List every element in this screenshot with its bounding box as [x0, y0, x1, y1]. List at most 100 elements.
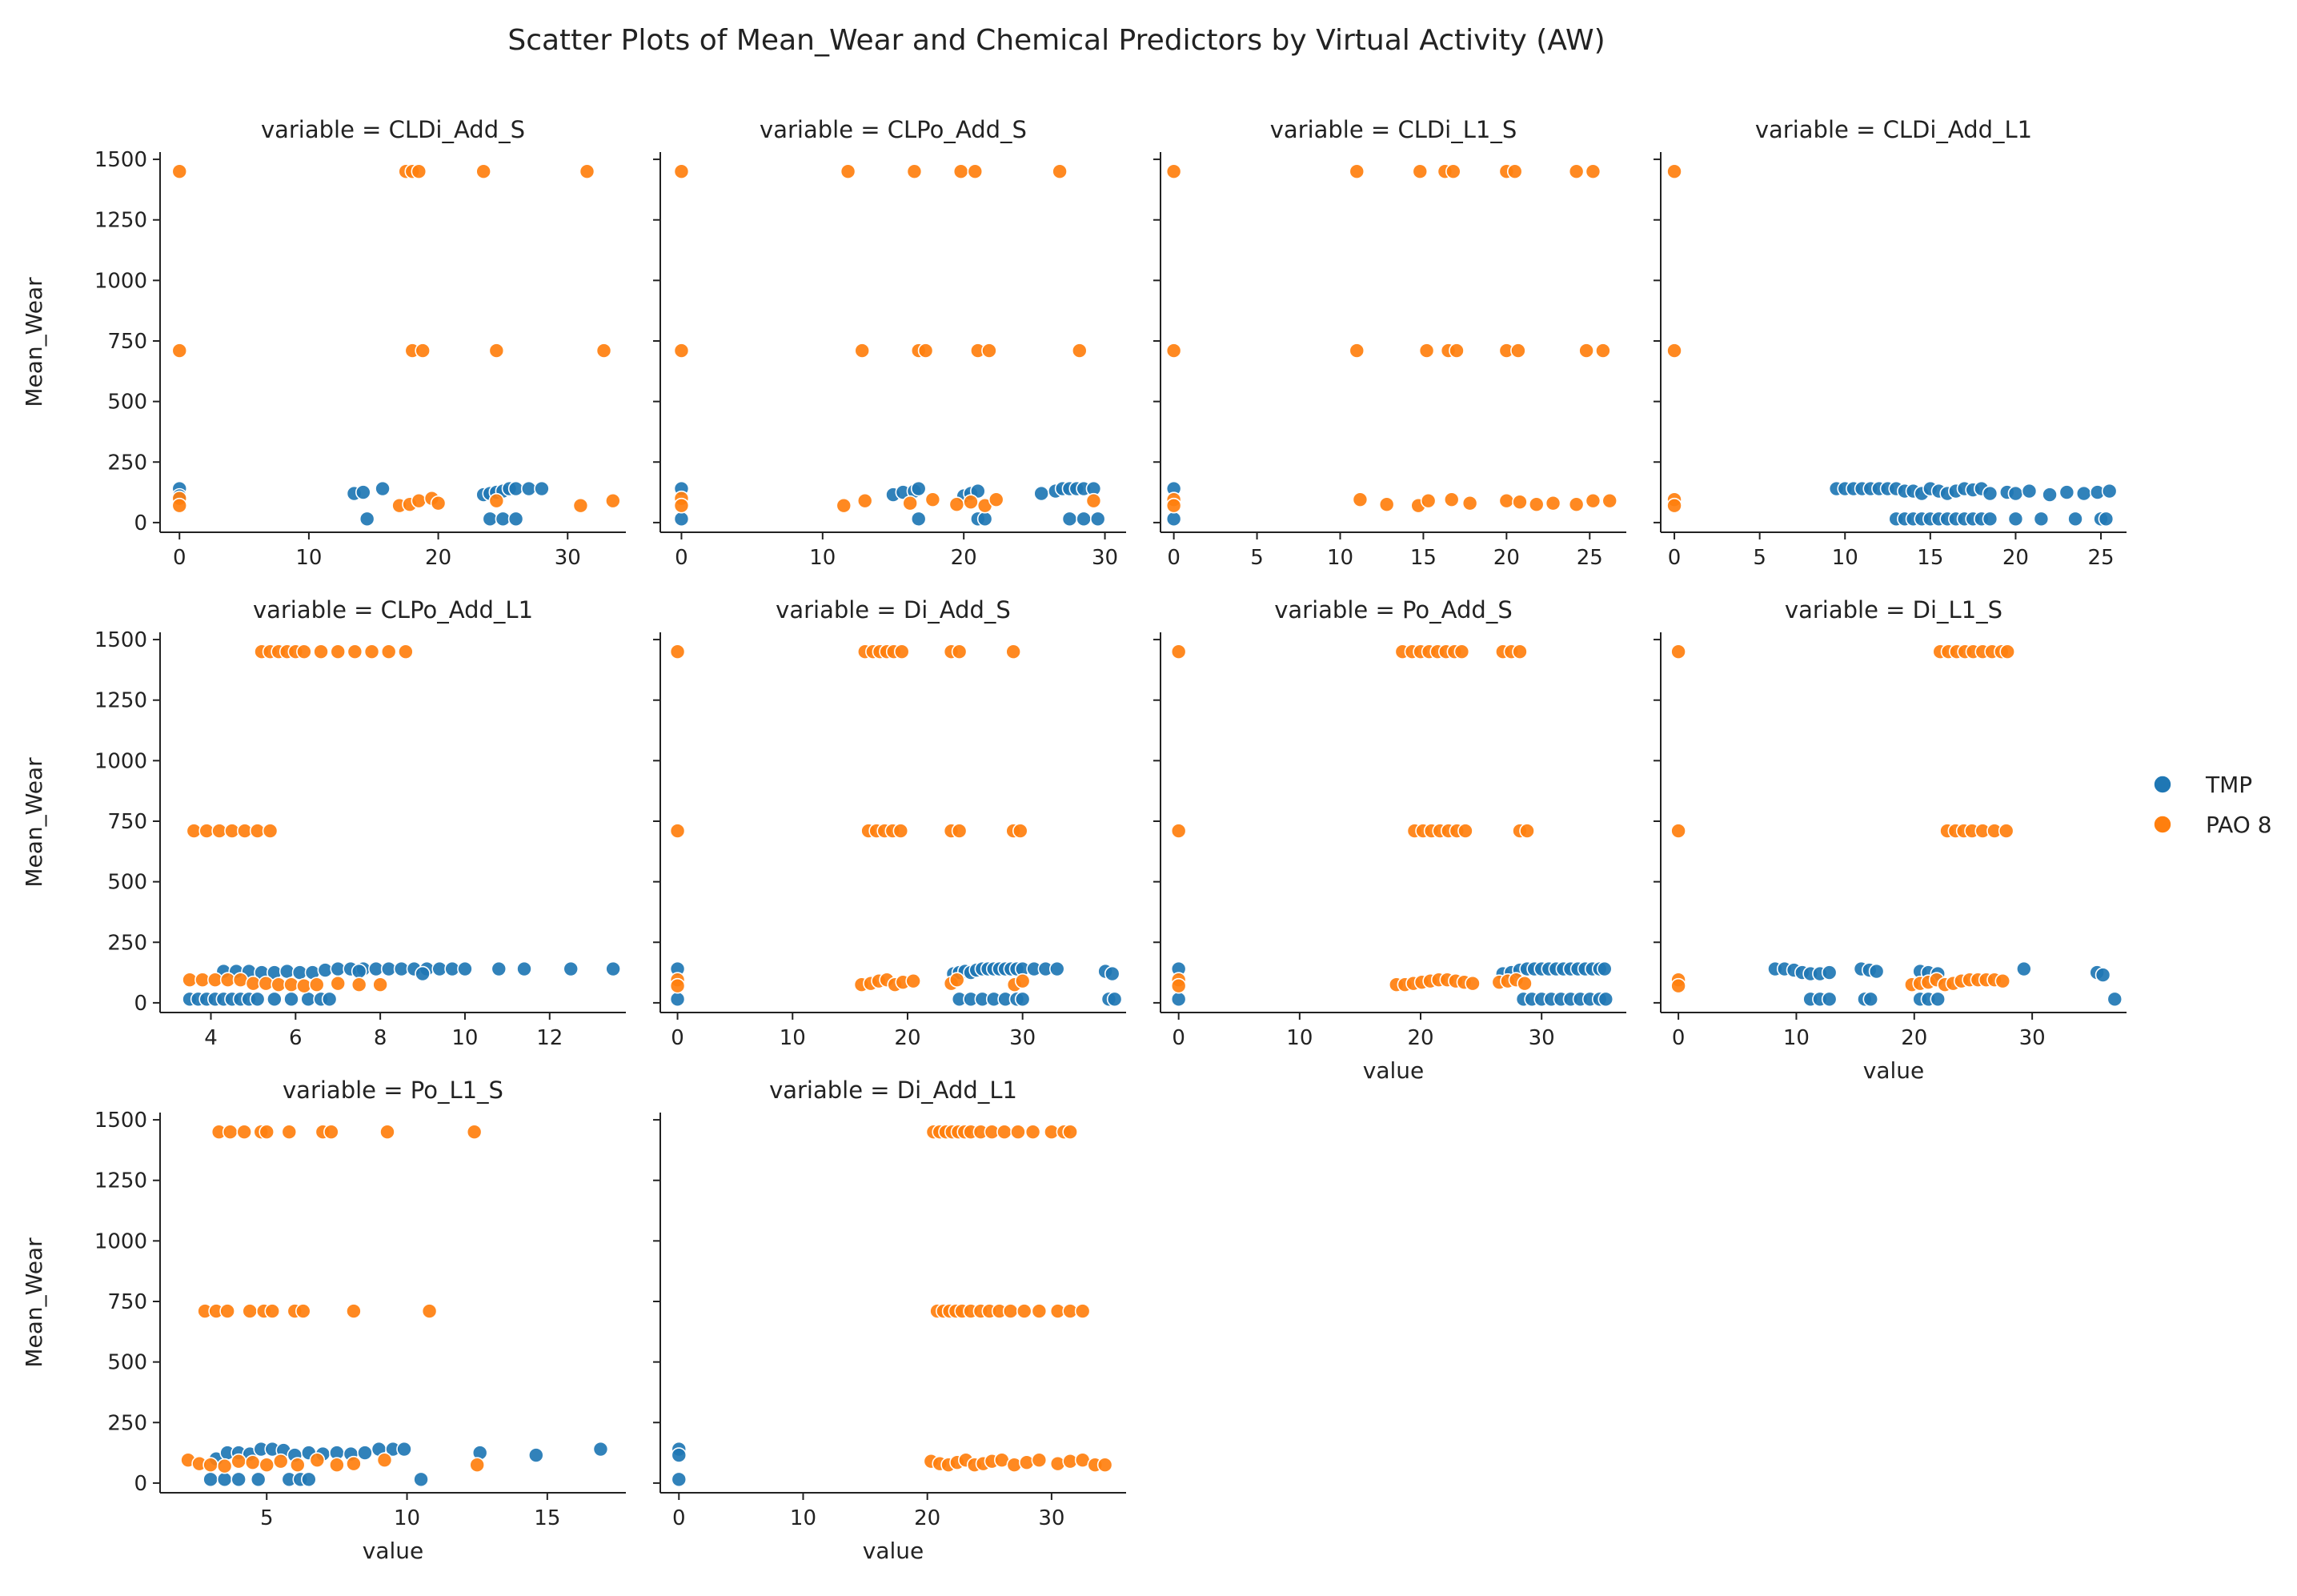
data-point	[892, 823, 909, 839]
y-tick-label: 500	[107, 871, 147, 895]
data-point	[951, 644, 968, 660]
x-axis-label: value	[363, 1538, 423, 1564]
data-point	[902, 495, 918, 511]
data-point	[264, 1303, 281, 1319]
data-point	[289, 1457, 306, 1474]
data-point	[669, 977, 686, 994]
data-point	[1999, 644, 2015, 660]
data-point	[671, 1447, 687, 1463]
data-point	[1568, 163, 1585, 180]
data-point	[924, 491, 941, 507]
data-point	[1106, 991, 1123, 1008]
data-point	[673, 343, 690, 359]
data-point	[1821, 991, 1838, 1008]
y-tick-label: 500	[107, 1351, 147, 1375]
data-point	[1670, 823, 1686, 839]
data-point	[351, 963, 367, 980]
data-point	[1596, 960, 1613, 977]
data-point	[579, 163, 595, 180]
data-point	[2058, 484, 2075, 500]
data-point	[967, 163, 984, 180]
data-point	[1052, 163, 1068, 180]
data-point	[380, 644, 397, 660]
data-point	[244, 1454, 261, 1470]
data-point	[1072, 343, 1088, 359]
x-tick-label: 15	[534, 1506, 560, 1530]
data-point	[673, 163, 690, 180]
data-point	[413, 1471, 429, 1488]
panel-title: variable = CLPo_Add_S	[760, 116, 1027, 143]
legend-label: PAO 8	[2206, 812, 2272, 838]
data-point	[1378, 496, 1395, 513]
data-point	[1165, 163, 1182, 180]
series-pao8	[669, 644, 1031, 994]
data-point	[219, 1303, 235, 1319]
data-point	[355, 484, 371, 500]
scatter-panel: variable = Di_Add_L1 0 10 20 30 value	[653, 1077, 1126, 1564]
data-point	[1862, 991, 1879, 1008]
x-tick-label: 0	[1672, 1026, 1686, 1050]
data-point	[1666, 497, 1682, 514]
panel-title: variable = Di_Add_S	[776, 596, 1011, 624]
data-point	[222, 1124, 239, 1141]
data-point	[671, 1471, 687, 1488]
data-point	[1024, 1124, 1041, 1141]
data-point	[1512, 644, 1528, 660]
data-point	[1670, 977, 1686, 994]
data-point	[259, 1124, 275, 1141]
data-point	[376, 1452, 393, 1468]
x-tick-label: 0	[1172, 1026, 1185, 1050]
x-tick-label: 20	[951, 546, 977, 570]
data-point	[1445, 163, 1461, 180]
x-tick-label: 12	[536, 1026, 563, 1050]
series-tmp	[1165, 480, 1182, 527]
data-point	[669, 823, 686, 839]
data-point	[1170, 823, 1187, 839]
data-point	[1519, 823, 1535, 839]
data-point	[295, 1303, 311, 1319]
data-point	[528, 1447, 544, 1463]
data-point	[1585, 163, 1601, 180]
scatter-panel: variable = Di_L1_S 0 10 20 30 value	[1654, 596, 2127, 1084]
data-point	[507, 480, 524, 497]
legend-marker	[2153, 775, 2172, 794]
y-tick-label: 1500	[94, 1109, 147, 1133]
series-pao8	[182, 644, 414, 994]
data-point	[1412, 163, 1429, 180]
data-point	[1868, 963, 1885, 980]
data-point	[1104, 965, 1120, 982]
data-point	[1349, 163, 1365, 180]
data-point	[1443, 491, 1460, 507]
data-point	[411, 492, 427, 509]
x-tick-label: 15	[1410, 546, 1437, 570]
x-tick-label: 30	[1529, 1026, 1555, 1050]
data-point	[1498, 492, 1515, 509]
scatter-panel: variable = Po_Add_S 0 10 20 30 value	[1153, 596, 1626, 1084]
data-point	[1170, 991, 1187, 1008]
scatter-panel: variable = CLDi_Add_S 0 250 500 750 1000 1250 1…	[21, 116, 626, 570]
y-tick-label: 0	[134, 1472, 147, 1496]
data-point	[1062, 1124, 1078, 1141]
data-point	[970, 483, 986, 499]
y-tick-label: 250	[107, 1411, 147, 1435]
data-point	[1930, 991, 1946, 1008]
data-point	[1601, 492, 1618, 509]
x-tick-label: 0	[672, 1506, 686, 1530]
data-point	[1033, 485, 1049, 502]
data-point	[2033, 511, 2050, 527]
x-tick-label: 0	[1668, 546, 1682, 570]
data-point	[1998, 823, 2014, 839]
data-point	[1165, 511, 1182, 527]
data-point	[236, 1124, 252, 1141]
data-point	[2095, 967, 2111, 983]
data-point	[836, 497, 852, 514]
data-point	[411, 163, 427, 180]
x-tick-label: 0	[173, 546, 186, 570]
data-point	[1002, 1303, 1019, 1319]
series-tmp	[1170, 960, 1614, 1008]
y-tick-label: 1500	[94, 148, 147, 172]
y-tick-label: 0	[134, 511, 147, 535]
x-axis-label: value	[863, 1538, 924, 1564]
data-point	[572, 497, 589, 514]
